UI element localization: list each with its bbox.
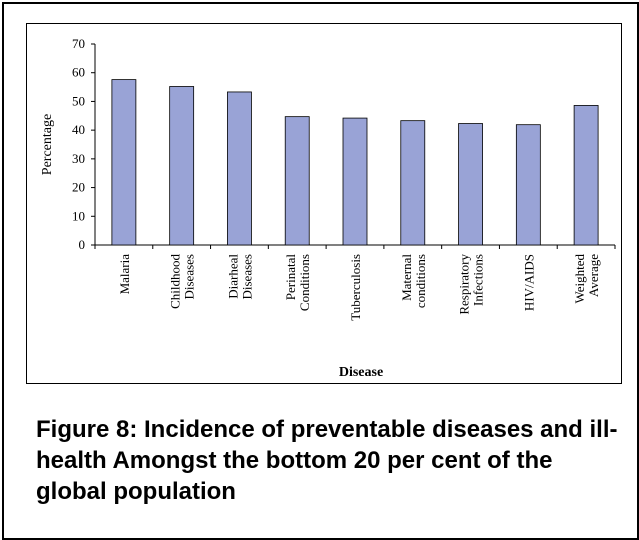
y-tick-label: 10 xyxy=(72,208,85,223)
bar xyxy=(515,124,541,246)
y-tick-label: 40 xyxy=(72,122,85,137)
y-tick-label: 60 xyxy=(72,65,85,80)
x-tick-label: Diarheal xyxy=(225,254,240,299)
x-tick-label: Maternal xyxy=(399,254,414,301)
x-tick-label: Malaria xyxy=(117,254,132,295)
y-tick-label: 70 xyxy=(72,36,85,51)
x-tick-label: Perinatal xyxy=(283,254,298,301)
x-tick-label: Diseases xyxy=(239,254,254,299)
bar xyxy=(169,86,195,246)
x-tick-label: conditions xyxy=(413,254,428,308)
figure-caption: Figure 8: Incidence of preventable disea… xyxy=(36,416,618,505)
y-axis-label: Percentage xyxy=(40,114,55,175)
x-tick-label: HIV/AIDS xyxy=(521,254,536,311)
y-tick-label: 0 xyxy=(79,237,86,252)
x-tick-label: Conditions xyxy=(297,254,312,311)
y-tick-label: 30 xyxy=(72,151,85,166)
y-tick-label: 20 xyxy=(72,180,85,195)
chart-container: 0 10 20 30 40 50 60 70 Malaria Childhood Diseases D… xyxy=(26,23,622,384)
x-tick-label: Average xyxy=(586,254,601,297)
bar xyxy=(227,91,252,246)
bar xyxy=(284,116,310,246)
x-tick-label: Diseases xyxy=(182,254,197,300)
bar xyxy=(573,105,599,246)
x-tick-label: Weighted xyxy=(572,254,587,304)
bar xyxy=(458,123,483,246)
x-tick-label: Respiratory xyxy=(457,254,472,315)
x-tick-label: Infections xyxy=(471,254,486,306)
x-tick-label: Tuberculosis xyxy=(348,254,363,321)
bar xyxy=(400,120,426,246)
x-axis-label: Disease xyxy=(339,365,383,380)
x-tick-label: Childhood xyxy=(168,254,183,309)
bar xyxy=(342,117,368,246)
y-tick-label: 50 xyxy=(72,93,85,108)
bar xyxy=(111,79,137,246)
